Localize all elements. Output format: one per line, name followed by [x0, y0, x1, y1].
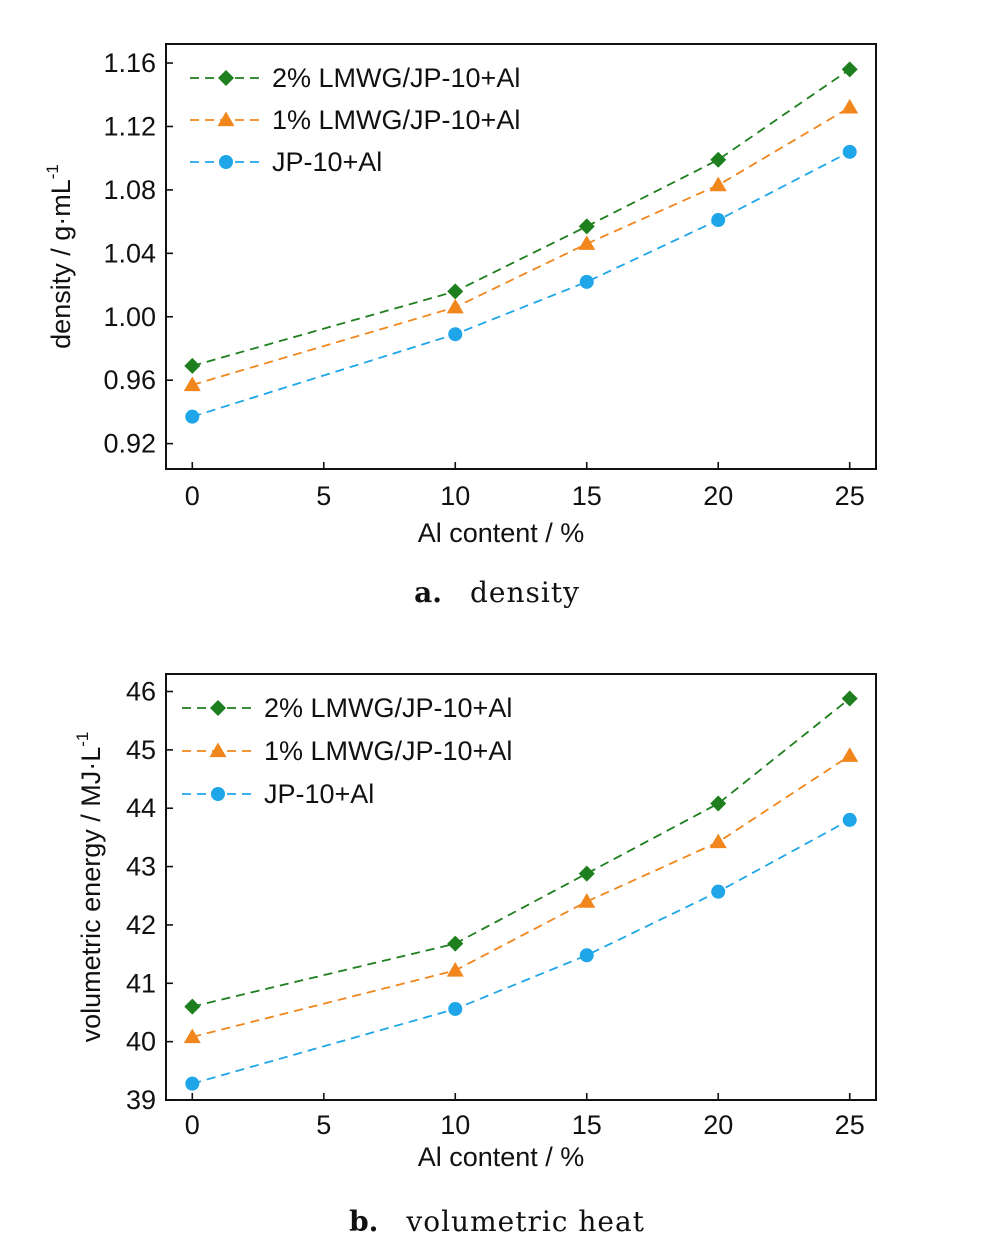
x-tick-label: 10: [440, 1110, 470, 1140]
y-axis-label: density / g·mL-1: [43, 164, 76, 349]
y-tick-label: 1.08: [103, 175, 156, 205]
data-point: [841, 98, 859, 114]
volumetric-energy-chart: 0 5 10 15 20 25 39 40 41 42 43 44 45 46 Al content / %…: [73, 673, 877, 1238]
data-point: [710, 151, 727, 168]
data-point: [578, 865, 595, 882]
data-point: [446, 961, 464, 977]
y-tick-label: 39: [126, 1085, 156, 1115]
data-point: [446, 298, 464, 314]
x-tick-label: 25: [835, 1110, 865, 1140]
series-line: [192, 754, 851, 1038]
y-tick-label: 1.12: [103, 111, 156, 141]
data-point: [711, 884, 726, 899]
data-point: [578, 235, 596, 250]
x-tick-label: 20: [703, 1110, 733, 1140]
x-tick-label: 15: [572, 481, 602, 511]
data-point: [578, 893, 596, 908]
legend-label: 1% LMWG/JP-10+Al: [264, 736, 512, 766]
x-tick-label: 15: [572, 1110, 602, 1140]
y-tick-label: 1.16: [103, 48, 156, 78]
y-tick-label: 44: [126, 793, 156, 823]
y-tick-label: 41: [126, 968, 156, 998]
series-line: [192, 151, 851, 418]
y-tick-label: 0.96: [103, 365, 156, 395]
legend-label: JP-10+Al: [264, 779, 374, 809]
legend-marker: [218, 70, 234, 86]
figure-caption: a. density: [414, 576, 580, 609]
legend-label: 1% LMWG/JP-10+Al: [272, 105, 520, 135]
data-point: [183, 1028, 201, 1044]
legend-marker: [210, 700, 226, 716]
y-tick-label: 0.92: [103, 429, 156, 459]
data-point: [841, 61, 858, 78]
x-tick-label: 25: [835, 481, 865, 511]
data-point: [184, 357, 201, 374]
y-tick-label: 45: [126, 735, 156, 765]
legend-marker: [219, 155, 233, 169]
data-point: [579, 274, 594, 289]
series-line: [192, 819, 851, 1085]
legend-label: 2% LMWG/JP-10+Al: [264, 693, 512, 723]
legend-label: JP-10+Al: [272, 147, 382, 177]
x-axis-label: Al content / %: [418, 518, 585, 548]
y-tick-label: 1.04: [103, 238, 156, 268]
data-point: [579, 948, 594, 963]
data-point: [578, 218, 595, 235]
data-point: [709, 833, 727, 849]
plot-frame: [165, 43, 877, 470]
data-point: [447, 283, 464, 300]
data-point: [447, 935, 464, 952]
x-tick-label: 5: [316, 481, 331, 511]
data-point: [841, 690, 858, 707]
data-point: [842, 144, 857, 159]
data-point: [841, 747, 859, 762]
x-tick-label: 10: [440, 481, 470, 511]
series-line: [192, 697, 851, 1008]
y-axis-label: volumetric energy / MJ·L-1: [73, 732, 106, 1043]
x-tick-label: 0: [185, 481, 200, 511]
y-tick-label: 46: [126, 677, 156, 707]
y-tick-label: 43: [126, 852, 156, 882]
data-point: [184, 998, 201, 1015]
data-point: [448, 327, 463, 342]
x-axis-label: Al content / %: [418, 1142, 585, 1172]
x-tick-label: 20: [703, 481, 733, 511]
data-point: [842, 812, 857, 827]
data-point: [710, 795, 727, 812]
x-tick-label: 0: [185, 1110, 200, 1140]
legend-label: 2% LMWG/JP-10+Al: [272, 63, 520, 93]
data-point: [185, 1076, 200, 1091]
data-point: [183, 376, 201, 392]
data-point: [711, 213, 726, 228]
figure-caption: b. volumetric heat: [349, 1205, 645, 1238]
density-chart: 0 5 10 15 20 25 0.92 0.96 1.00 1.04 1.08 1.12 1.16 Al…: [43, 43, 877, 609]
y-tick-label: 40: [126, 1027, 156, 1057]
y-tick-label: 1.00: [103, 302, 156, 332]
legend-marker: [209, 742, 227, 758]
plot-frame: [165, 673, 877, 1101]
legend-marker: [211, 787, 225, 801]
data-point: [709, 176, 727, 192]
x-tick-label: 5: [316, 1110, 331, 1140]
legend-marker: [217, 111, 235, 127]
data-point: [448, 1001, 463, 1016]
y-tick-label: 42: [126, 910, 156, 940]
data-point: [185, 409, 200, 424]
